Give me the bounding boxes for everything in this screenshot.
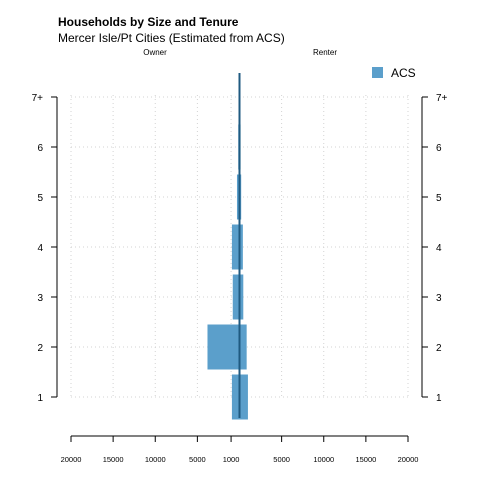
x-axis: 20000 15000 10000 5000 1000 5000 10000 15000 200…	[61, 435, 419, 464]
x-axis-label-3: 5000	[189, 455, 206, 464]
left-y-axis: 1 2 3 4 5 6 7+	[32, 93, 58, 404]
x-axis-label-6: 10000	[313, 455, 334, 464]
right-y-axis: 1 2 3 4 5 6 7+	[421, 93, 448, 404]
legend: ACS	[372, 66, 416, 80]
right-axis-label-3: 3	[436, 293, 442, 304]
x-axis-label-0: 20000	[61, 455, 82, 464]
bar-renter-2	[239, 324, 247, 370]
chart-subtitle: Mercer Isle/Pt Cities (Estimated from AC…	[58, 31, 285, 45]
legend-label-acs: ACS	[391, 66, 416, 80]
left-axis-label-4: 4	[37, 243, 43, 254]
bar-owner-5	[236, 174, 240, 220]
owner-group-label: Owner	[143, 48, 167, 57]
right-axis-label-5: 5	[436, 193, 442, 204]
right-axis-label-4: 4	[436, 243, 442, 254]
bar-owner-2	[207, 324, 240, 370]
legend-swatch	[372, 67, 383, 78]
bar-owner-3	[232, 274, 240, 320]
bar-renter-1	[239, 374, 248, 420]
x-axis-label-5: 5000	[273, 455, 290, 464]
left-axis-label-2: 2	[37, 343, 43, 354]
left-axis-label-7+: 7+	[32, 93, 44, 104]
chart-title: Households by Size and Tenure	[58, 15, 239, 29]
right-axis-label-7+: 7+	[436, 93, 448, 104]
bar-owner-4	[231, 224, 240, 270]
x-axis-label-4: 1000	[223, 455, 240, 464]
x-axis-label-8: 20000	[398, 455, 419, 464]
right-axis-label-6: 6	[436, 143, 442, 154]
bar-renter-4	[239, 224, 243, 270]
bar-renter-3	[239, 274, 244, 320]
left-axis-label-5: 5	[37, 193, 43, 204]
right-axis-label-1: 1	[436, 393, 442, 404]
x-axis-label-1: 15000	[103, 455, 124, 464]
left-axis-label-1: 1	[37, 393, 43, 404]
bars	[207, 73, 248, 420]
right-axis-label-2: 2	[436, 343, 442, 354]
left-axis-label-6: 6	[37, 143, 43, 154]
x-axis-label-2: 10000	[145, 455, 166, 464]
x-axis-label-7: 15000	[355, 455, 376, 464]
bar-owner-1	[231, 374, 240, 420]
left-axis-label-3: 3	[37, 293, 43, 304]
renter-group-label: Renter	[313, 48, 337, 57]
